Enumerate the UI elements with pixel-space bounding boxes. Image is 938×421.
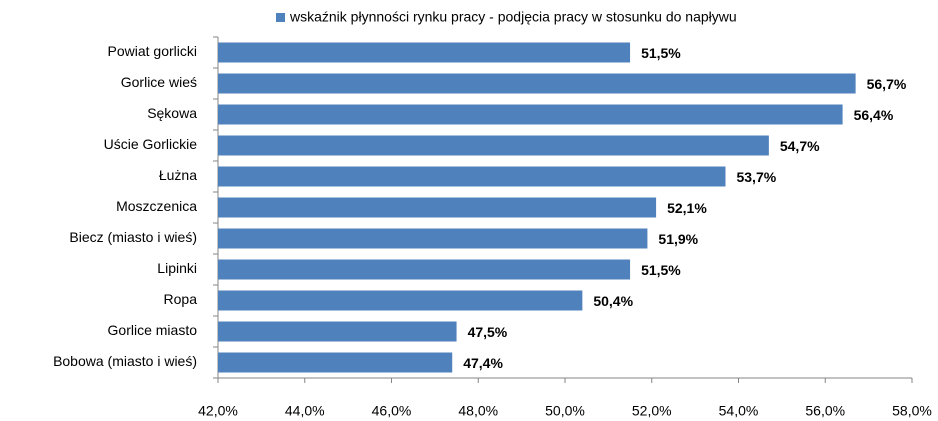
x-tick-label: 44,0% xyxy=(285,403,325,419)
value-label: 56,4% xyxy=(854,107,894,123)
bar xyxy=(218,42,631,63)
bar xyxy=(218,135,769,156)
bar xyxy=(218,73,856,94)
x-tick-label: 42,0% xyxy=(198,403,238,419)
bar xyxy=(218,197,657,218)
y-tick-label: Łużna xyxy=(159,167,197,183)
x-tick-label: 52,0% xyxy=(632,403,672,419)
x-tick-label: 48,0% xyxy=(458,403,498,419)
value-label: 52,1% xyxy=(667,200,707,216)
x-tick-label: 56,0% xyxy=(805,403,845,419)
value-label: 50,4% xyxy=(593,293,633,309)
bar xyxy=(218,352,453,373)
y-tick-label: Powiat gorlicki xyxy=(108,43,197,59)
x-tick-label: 54,0% xyxy=(719,403,759,419)
value-label: 53,7% xyxy=(736,169,776,185)
bar xyxy=(218,166,726,187)
value-label: 51,9% xyxy=(658,231,698,247)
y-tick-label: Bobowa (miasto i wieś) xyxy=(53,353,197,369)
bar xyxy=(218,104,843,125)
value-label: 51,5% xyxy=(641,262,681,278)
value-label: 56,7% xyxy=(867,76,907,92)
bar xyxy=(218,290,583,311)
y-tick-label: Moszczenica xyxy=(116,198,197,214)
y-tick-label: Ropa xyxy=(164,291,198,307)
x-tick-label: 58,0% xyxy=(892,403,932,419)
y-tick-label: Uście Gorlickie xyxy=(104,136,198,152)
y-tick-label: Gorlice miasto xyxy=(108,322,198,338)
y-tick-label: Gorlice wieś xyxy=(121,74,197,90)
bar xyxy=(218,321,457,342)
x-tick-label: 46,0% xyxy=(372,403,412,419)
value-label: 47,4% xyxy=(463,355,503,371)
bar xyxy=(218,228,648,249)
y-tick-label: Biecz (miasto i wieś) xyxy=(69,229,197,245)
legend-label: wskaźnik płynności rynku pracy - podjęci… xyxy=(289,9,737,25)
y-tick-label: Lipinki xyxy=(157,260,197,276)
legend-swatch xyxy=(276,13,285,22)
value-label: 54,7% xyxy=(780,138,820,154)
x-tick-label: 50,0% xyxy=(545,403,585,419)
value-label: 51,5% xyxy=(641,45,681,61)
bar xyxy=(218,259,631,280)
value-label: 47,5% xyxy=(468,324,508,340)
y-tick-label: Sękowa xyxy=(147,105,197,121)
